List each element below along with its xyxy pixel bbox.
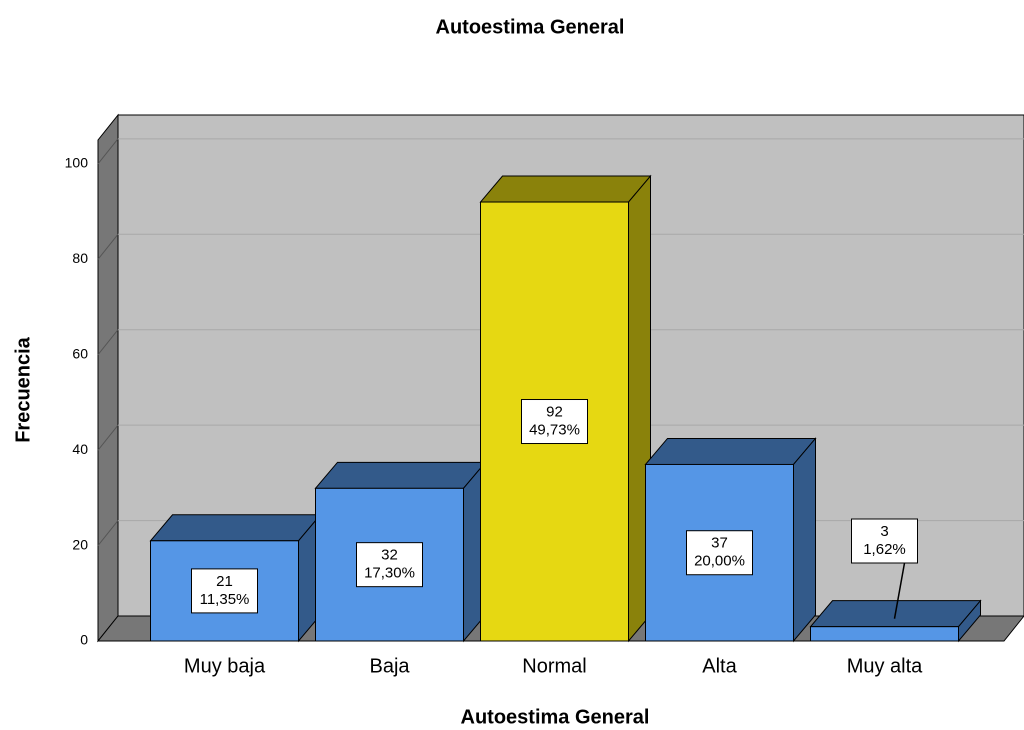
chart-title: Autoestima General (436, 16, 625, 38)
value-label: 92 (546, 403, 563, 420)
x-tick-label: Muy baja (184, 655, 266, 677)
percent-label: 1,62% (863, 541, 906, 558)
x-tick-label: Alta (702, 655, 737, 677)
y-tick-label: 60 (72, 345, 88, 361)
label-box (191, 568, 258, 614)
label-box (686, 530, 753, 576)
grid-line (97, 138, 119, 165)
y-tick-label: 40 (72, 441, 88, 457)
grid-line (97, 329, 119, 356)
bar-top (644, 437, 817, 465)
data-label: 31,62% (851, 518, 918, 619)
value-label: 32 (381, 547, 398, 564)
y-tick-label: 100 (65, 155, 89, 171)
percent-label: 17,30% (364, 565, 415, 582)
label-box (851, 518, 918, 564)
bar (810, 626, 959, 642)
x-tick-label: Muy alta (847, 655, 923, 677)
x-tick-label: Baja (369, 655, 410, 677)
bar-top (479, 175, 652, 203)
value-label: 21 (216, 573, 233, 590)
y-tick-label: 80 (72, 250, 88, 266)
value-label: 3 (880, 523, 888, 540)
left-wall (97, 113, 119, 643)
bar-side (793, 437, 816, 643)
x-tick-label: Normal (522, 655, 586, 677)
label-box (356, 542, 423, 588)
bar-top (314, 461, 487, 489)
grid-line (97, 424, 119, 451)
leader-line (893, 562, 906, 619)
percent-label: 20,00% (694, 553, 745, 570)
label-box (521, 399, 588, 445)
value-label: 37 (711, 535, 728, 552)
x-axis-title: Autoestima General (461, 706, 650, 728)
y-tick-label: 0 (80, 632, 88, 648)
bar-top (149, 514, 322, 542)
grid-line (97, 233, 119, 260)
y-tick-label: 20 (72, 536, 88, 552)
percent-label: 49,73% (529, 421, 580, 438)
percent-label: 11,35% (200, 591, 250, 608)
y-axis-title: Frecuencia (12, 336, 34, 442)
grid-line (97, 520, 119, 546)
